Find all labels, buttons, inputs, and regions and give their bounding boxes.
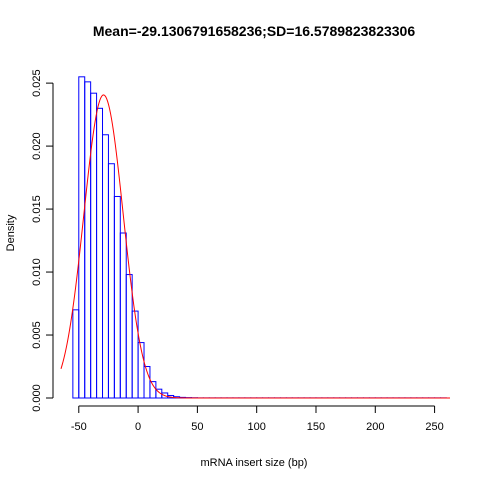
x-tick-label: 250 (425, 421, 443, 433)
histogram-bar (131, 310, 139, 399)
histogram-bar (113, 195, 121, 399)
histogram-bar (72, 309, 80, 399)
y-tick-label: 0.010 (31, 258, 43, 286)
normal-density-curve (60, 94, 450, 399)
y-axis: 0.000 0.005 0.010 0.015 0.020 0.025 (31, 69, 54, 412)
chart-title: Mean=-29.1306791658236;SD=16.57898238233… (93, 23, 415, 39)
y-tick-label: 0.005 (31, 321, 43, 349)
x-axis-label: mRNA insert size (bp) (201, 457, 308, 469)
histogram-bar (125, 274, 133, 399)
y-tick-label: 0.020 (31, 132, 43, 160)
x-tick-label: -50 (71, 421, 87, 433)
histogram-bar (119, 232, 127, 399)
histogram-bar (90, 92, 98, 399)
x-axis: -50 0 50 100 150 200 250 (71, 405, 444, 433)
histogram-bar (102, 134, 109, 399)
x-tick-label: 0 (135, 421, 141, 433)
y-tick-label: 0.025 (31, 69, 43, 97)
histogram-bar (84, 81, 92, 399)
x-tick-label: 100 (248, 421, 266, 433)
x-tick-label: 200 (366, 421, 384, 433)
histogram-bars (72, 76, 447, 399)
y-axis-label: Density (5, 214, 17, 251)
x-tick-label: 150 (307, 421, 325, 433)
y-tick-label: 0.015 (31, 195, 43, 223)
x-tick-label: 50 (191, 421, 203, 433)
y-tick-label: 0.000 (31, 384, 43, 412)
normal-curve-layer (60, 94, 450, 399)
histogram-bar (96, 107, 104, 399)
histogram-bar (107, 163, 115, 399)
